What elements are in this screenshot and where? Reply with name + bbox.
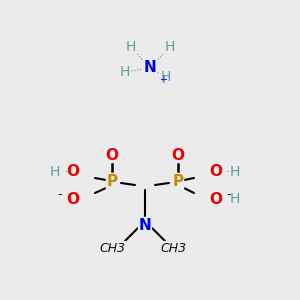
Text: O: O (209, 164, 223, 179)
Text: H: H (161, 70, 171, 84)
Text: N: N (144, 61, 156, 76)
Text: O: O (172, 148, 184, 163)
Text: H: H (230, 165, 240, 179)
Text: H: H (165, 40, 175, 54)
Text: H: H (120, 65, 130, 79)
Text: O: O (106, 148, 118, 163)
Text: H: H (50, 165, 60, 179)
Text: -: - (58, 188, 62, 202)
Text: O: O (209, 191, 223, 206)
Text: ·: · (64, 167, 68, 179)
Text: N: N (139, 218, 152, 232)
Text: ·: · (226, 167, 230, 179)
Text: O: O (67, 164, 80, 179)
Text: CH3: CH3 (161, 242, 187, 254)
Text: CH3: CH3 (100, 242, 126, 254)
Text: +: + (159, 75, 167, 85)
Text: P: P (172, 173, 184, 188)
Text: H: H (126, 40, 136, 54)
Text: -: - (227, 188, 231, 202)
Text: P: P (106, 173, 118, 188)
Text: O: O (67, 191, 80, 206)
Text: H: H (230, 192, 240, 206)
